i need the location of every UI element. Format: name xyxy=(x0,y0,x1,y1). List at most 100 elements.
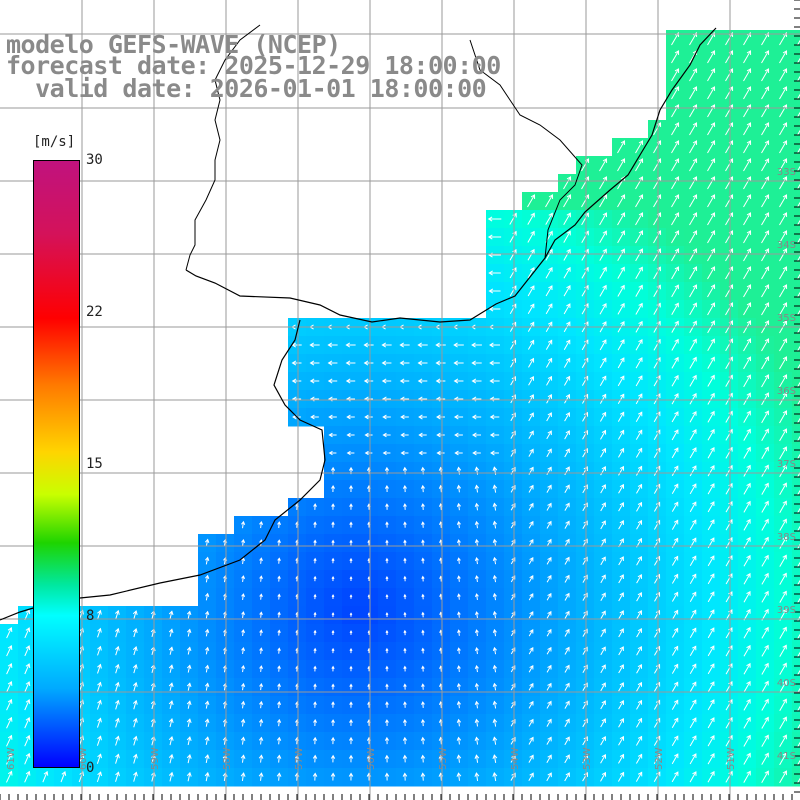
wind-arrow xyxy=(797,309,800,316)
wind-arrow-head xyxy=(114,609,120,615)
wind-cell xyxy=(792,66,800,85)
wind-arrow xyxy=(493,521,497,529)
wind-arrow xyxy=(546,772,552,782)
wind-arrow-head xyxy=(240,700,246,705)
wind-arrow-head xyxy=(168,610,174,616)
wind-arrow-head xyxy=(259,683,264,687)
wind-arrow-head xyxy=(764,68,770,73)
wind-arrow-head xyxy=(601,393,607,399)
wind-arrow-head xyxy=(601,736,606,741)
wind-arrow-head xyxy=(277,718,282,723)
wind-arrow-head xyxy=(655,519,661,525)
wind-arrow xyxy=(725,338,733,352)
wind-arrow-head xyxy=(746,176,752,181)
wind-arrow-head xyxy=(782,140,788,145)
wind-arrow xyxy=(707,194,715,208)
wind-arrow xyxy=(458,485,460,493)
wind-arrow xyxy=(564,575,570,583)
wind-cell xyxy=(792,732,800,751)
wind-arrow xyxy=(581,249,589,261)
wind-arrow-head xyxy=(349,521,353,525)
colorbar-tick-0: 0 xyxy=(86,760,95,776)
wind-arrow xyxy=(707,717,715,729)
wind-arrow-head xyxy=(583,754,588,759)
wind-arrow-head xyxy=(674,753,679,759)
wind-arrow-head xyxy=(511,466,516,472)
wind-arrow-head xyxy=(259,575,263,579)
wind-arrow xyxy=(797,201,800,208)
wind-arrow xyxy=(653,357,661,369)
wind-arrow-head xyxy=(746,338,752,343)
wind-arrow xyxy=(133,718,137,728)
wind-arrow-head xyxy=(566,248,571,254)
wind-arrow-head xyxy=(710,194,716,199)
wind-arrow xyxy=(797,669,800,676)
wind-arrow-head xyxy=(529,700,534,706)
wind-arrow-head xyxy=(674,248,680,253)
wind-arrow-head xyxy=(345,360,351,366)
wind-arrow xyxy=(527,267,535,279)
wind-arrow xyxy=(797,291,800,298)
wind-arrow xyxy=(761,447,769,459)
wind-arrow-head xyxy=(710,410,715,416)
wind-arrow xyxy=(761,501,769,513)
wind-arrow-head xyxy=(655,501,661,507)
wind-arrow xyxy=(689,50,697,64)
wind-arrow xyxy=(725,194,733,208)
wind-arrow-head xyxy=(764,554,769,560)
wind-arrow xyxy=(223,755,227,763)
wind-arrow xyxy=(761,771,769,783)
wind-arrow-head xyxy=(454,450,459,456)
wind-arrow xyxy=(458,719,460,727)
wind-arrow-head xyxy=(277,683,281,687)
wind-arrow-head xyxy=(637,645,642,651)
wind-arrow xyxy=(635,194,643,208)
wind-arrow xyxy=(599,376,607,386)
wind-arrow-head xyxy=(529,664,534,670)
wind-arrow-head xyxy=(291,378,297,384)
wind-arrow xyxy=(653,448,661,458)
wind-arrow-head xyxy=(349,701,353,705)
wind-arrow xyxy=(689,68,697,82)
wind-arrow-head xyxy=(655,699,661,705)
wind-arrow-head xyxy=(403,521,407,525)
wind-arrow-head xyxy=(258,736,264,741)
wind-arrow-head xyxy=(764,680,769,686)
wind-field xyxy=(0,30,800,787)
wind-arrow xyxy=(600,448,606,458)
wind-cell xyxy=(792,192,800,211)
wind-arrow xyxy=(493,701,497,709)
wind-arrow xyxy=(600,592,606,602)
wind-arrow xyxy=(707,411,715,423)
wind-arrow-head xyxy=(710,717,715,722)
wind-arrow xyxy=(635,412,643,422)
wind-arrow-head xyxy=(204,718,210,724)
wind-arrow xyxy=(582,754,588,764)
wind-arrow-head xyxy=(331,683,335,687)
wind-arrow xyxy=(546,503,552,511)
wind-arrow-head xyxy=(403,683,407,687)
wind-arrow-head xyxy=(489,378,495,384)
wind-arrow-head xyxy=(492,484,498,489)
wind-arrow-head xyxy=(566,266,571,272)
wind-arrow-head xyxy=(313,665,317,669)
wind-arrow xyxy=(476,701,478,709)
wind-arrow xyxy=(707,302,715,316)
wind-arrow-head xyxy=(435,342,440,348)
wind-arrow-head xyxy=(276,772,282,777)
wind-arrow-head xyxy=(673,483,679,489)
wind-arrow-head xyxy=(782,392,788,397)
wind-arrow-head xyxy=(547,574,552,580)
wind-arrow-head xyxy=(421,683,425,687)
wind-arrow-head xyxy=(782,230,788,235)
wind-arrow xyxy=(689,519,697,531)
wind-arrow-head xyxy=(456,665,461,669)
wind-arrow-head xyxy=(421,521,425,525)
wind-arrow xyxy=(476,503,478,511)
wind-arrow-head xyxy=(764,536,769,542)
wind-arrow-head xyxy=(601,628,606,634)
wind-arrow-head xyxy=(583,556,588,562)
wind-arrow-head xyxy=(241,520,246,525)
wind-arrow-head xyxy=(710,428,715,434)
wind-arrow xyxy=(797,705,800,712)
